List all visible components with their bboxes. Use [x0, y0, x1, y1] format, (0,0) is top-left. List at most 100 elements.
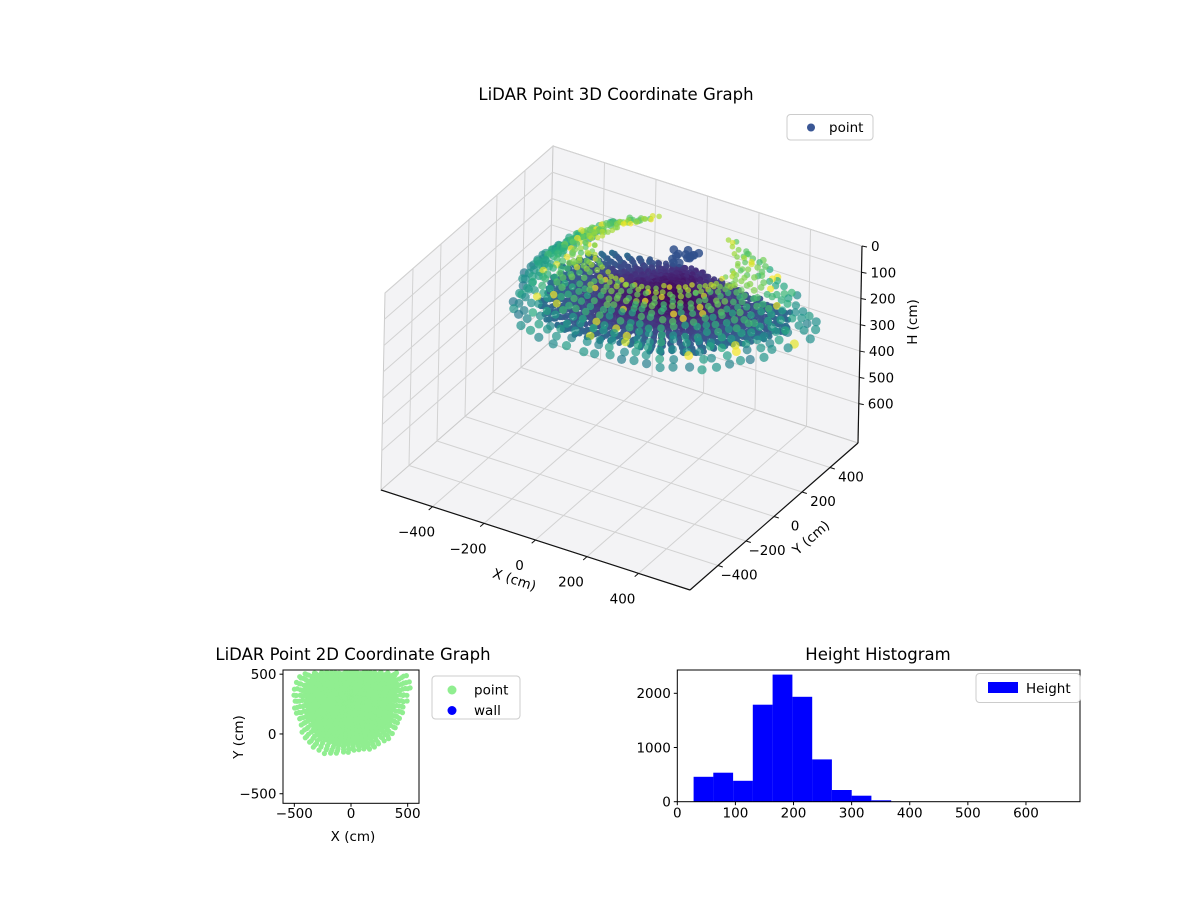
scatter-point	[581, 307, 590, 316]
scatter2d-point	[400, 692, 406, 699]
scatter-point	[628, 309, 636, 317]
scatter-point-wall	[685, 253, 694, 263]
scatter-point	[605, 350, 615, 360]
scatter-point	[682, 338, 691, 348]
scatter-point	[655, 362, 665, 373]
scatter-point	[767, 310, 776, 319]
scatter-point	[635, 286, 642, 293]
scatter-point	[599, 326, 608, 335]
scatter-point	[706, 342, 715, 351]
plot3d-title: LiDAR Point 3D Coordinate Graph	[478, 85, 753, 104]
scatter-point	[573, 263, 581, 271]
scatter-point	[575, 287, 583, 295]
scatter-point-wall	[672, 251, 681, 261]
scatter-point	[729, 243, 736, 250]
scatter-point	[738, 298, 746, 306]
scatter-point	[780, 282, 788, 291]
scatter2d-point	[400, 704, 406, 710]
scatter-point	[530, 286, 539, 295]
scatter-point	[594, 234, 601, 241]
scatter-point	[590, 297, 598, 305]
scatter-point	[626, 288, 633, 295]
scatter-point	[592, 251, 598, 258]
x-tick-label: 400	[610, 591, 636, 607]
scatter-point	[541, 274, 550, 283]
z-tick-label: 100	[870, 265, 896, 281]
scatter-point	[767, 322, 776, 332]
scatter-point	[766, 277, 774, 285]
scatter-point	[735, 355, 746, 366]
scatter-point	[595, 311, 604, 320]
scatter-point	[569, 312, 578, 321]
scatter-point	[594, 340, 604, 350]
scatter-point	[759, 332, 769, 341]
y-tick-mark	[801, 491, 807, 494]
scatter-point	[549, 290, 558, 299]
scatter2d-point	[405, 686, 411, 692]
scatter-point	[637, 312, 645, 321]
y-tick-mark	[745, 540, 751, 543]
scatter-point	[559, 306, 567, 314]
scatter-point	[598, 277, 605, 285]
scatter-point	[753, 335, 762, 345]
scatter-point	[591, 284, 599, 292]
scatter-point	[681, 321, 689, 330]
z-tick-mark	[860, 298, 867, 301]
scatter-point	[638, 305, 646, 313]
x-tick-mark	[428, 506, 433, 511]
scatter-point	[729, 239, 736, 246]
scatter-point	[577, 297, 586, 305]
scatter-point	[534, 319, 544, 329]
scatter-point	[738, 278, 745, 285]
scatter-point	[592, 317, 601, 326]
y-tick-mark	[829, 467, 835, 470]
scatter-point	[542, 324, 552, 334]
z-tick-label: 300	[869, 318, 895, 334]
scatter-point	[776, 315, 785, 325]
scatter-point	[737, 267, 744, 274]
scatter-point	[532, 292, 542, 301]
scatter-point	[556, 324, 565, 334]
scatter-point	[617, 354, 627, 364]
scatter-point	[608, 287, 615, 295]
scatter2d-point	[293, 692, 299, 699]
scatter-point	[653, 285, 659, 292]
scatter-point	[804, 311, 814, 321]
scatter-point	[676, 303, 684, 310]
z-tick-mark	[860, 324, 866, 327]
scatter-point	[516, 320, 526, 331]
scatter-point	[759, 300, 767, 308]
scatter-point	[646, 313, 655, 321]
scatter-point	[605, 295, 613, 303]
gridline-y	[436, 243, 442, 442]
scatter-point	[773, 301, 781, 310]
scatter-point	[607, 336, 617, 345]
scatter-point	[655, 354, 665, 364]
scatter-point	[669, 354, 679, 364]
scatter-point	[692, 290, 699, 297]
scatter-point	[653, 289, 659, 296]
scatter-point	[742, 259, 749, 266]
legend-label-point: point	[829, 120, 863, 136]
scatter-point	[525, 325, 536, 335]
y-tick-label: 0	[791, 519, 800, 535]
scatter-point	[590, 349, 600, 359]
scatter-point	[527, 298, 536, 308]
gridline-z	[551, 198, 862, 300]
scatter-point	[571, 246, 579, 253]
scatter-point	[599, 228, 606, 235]
legend-frame	[786, 114, 874, 141]
scatter-point	[799, 325, 809, 335]
scatter-point	[559, 257, 567, 265]
scatter-point	[745, 354, 755, 365]
scatter-point	[580, 233, 588, 241]
scatter-point	[694, 336, 703, 346]
scatter-point	[747, 311, 755, 319]
scatter-point	[747, 328, 756, 337]
scatter-point	[659, 316, 667, 324]
scatter-point	[811, 325, 821, 335]
scatter-point	[727, 283, 734, 290]
scatter-point	[708, 281, 714, 288]
scatter-point	[655, 346, 665, 355]
scatter-point	[588, 261, 595, 268]
